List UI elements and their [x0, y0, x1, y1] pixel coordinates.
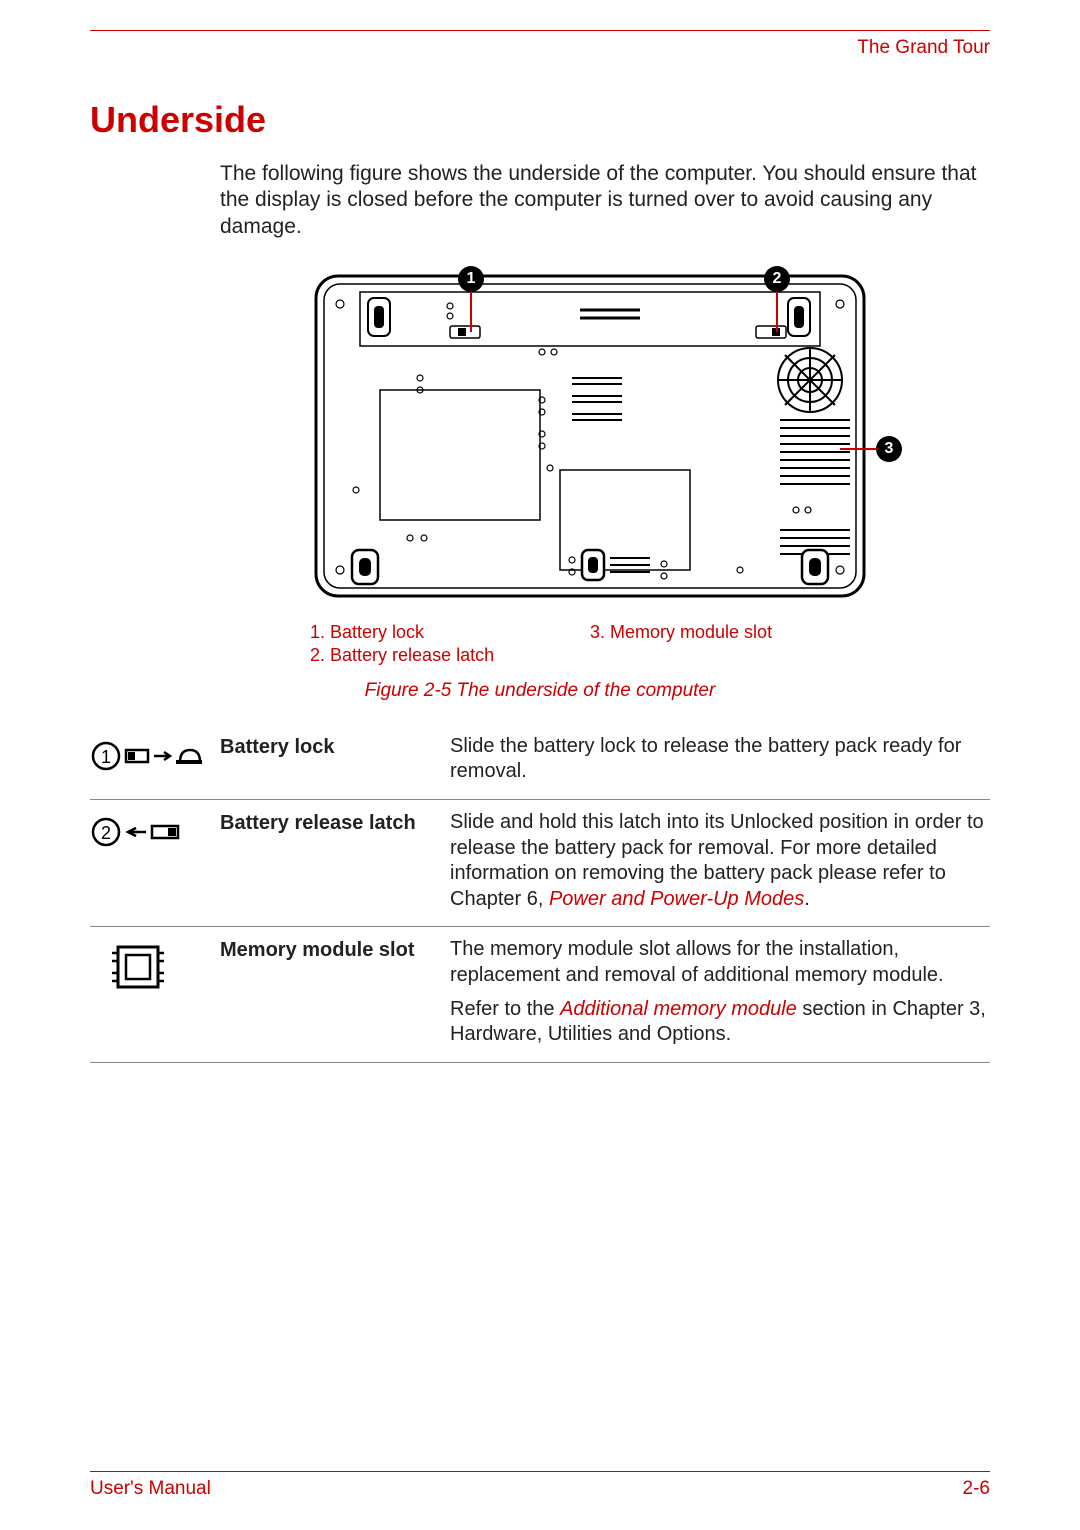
legend-item-1: 1. Battery lock [310, 622, 590, 643]
underside-figure: 1 2 3 [310, 270, 930, 610]
figure-caption: Figure 2-5 The underside of the computer [90, 680, 990, 702]
footer-left: User's Manual [90, 1478, 211, 1500]
feature-desc-battery-release: Slide and hold this latch into its Unloc… [450, 810, 990, 912]
svg-text:1: 1 [101, 747, 111, 767]
page-footer: User's Manual 2-6 [90, 1471, 990, 1500]
feature-row-battery-lock: 1 Battery lock Slide the battery lock to… [90, 724, 990, 799]
callout-1: 1 [458, 266, 484, 292]
svg-text:2: 2 [101, 823, 111, 843]
section-title: Underside [90, 99, 990, 141]
figure-legend-row2: 2. Battery release latch [310, 645, 990, 666]
legend-item-3: 3. Memory module slot [590, 622, 772, 643]
section-intro: The following figure shows the underside… [220, 161, 990, 240]
feature-desc-memory-slot: The memory module slot allows for the in… [450, 937, 990, 1047]
figure-legend-row1: 1. Battery lock 3. Memory module slot [310, 622, 990, 643]
link-power-modes[interactable]: Power and Power-Up Modes [549, 888, 804, 910]
battery-release-icon: 2 [90, 810, 220, 912]
battery-lock-icon: 1 [90, 734, 220, 785]
link-additional-memory[interactable]: Additional memory module [560, 998, 797, 1020]
feature-table: 1 Battery lock Slide the battery lock to… [90, 724, 990, 1063]
legend-item-2: 2. Battery release latch [310, 645, 590, 666]
feature-row-memory-slot: Memory module slot The memory module slo… [90, 926, 990, 1062]
feature-name-battery-lock: Battery lock [220, 734, 450, 785]
feature-desc-battery-lock: Slide the battery lock to release the ba… [450, 734, 990, 785]
feature-name-memory-slot: Memory module slot [220, 937, 450, 1047]
callout-3: 3 [876, 436, 902, 462]
footer-right: 2-6 [963, 1478, 990, 1500]
header-chapter: The Grand Tour [90, 37, 990, 59]
laptop-underside-diagram [310, 270, 870, 610]
memory-slot-icon [90, 937, 220, 1047]
feature-row-battery-release: 2 Battery release latch Slide and hold t… [90, 799, 990, 926]
feature-name-battery-release: Battery release latch [220, 810, 450, 912]
callout-2: 2 [764, 266, 790, 292]
